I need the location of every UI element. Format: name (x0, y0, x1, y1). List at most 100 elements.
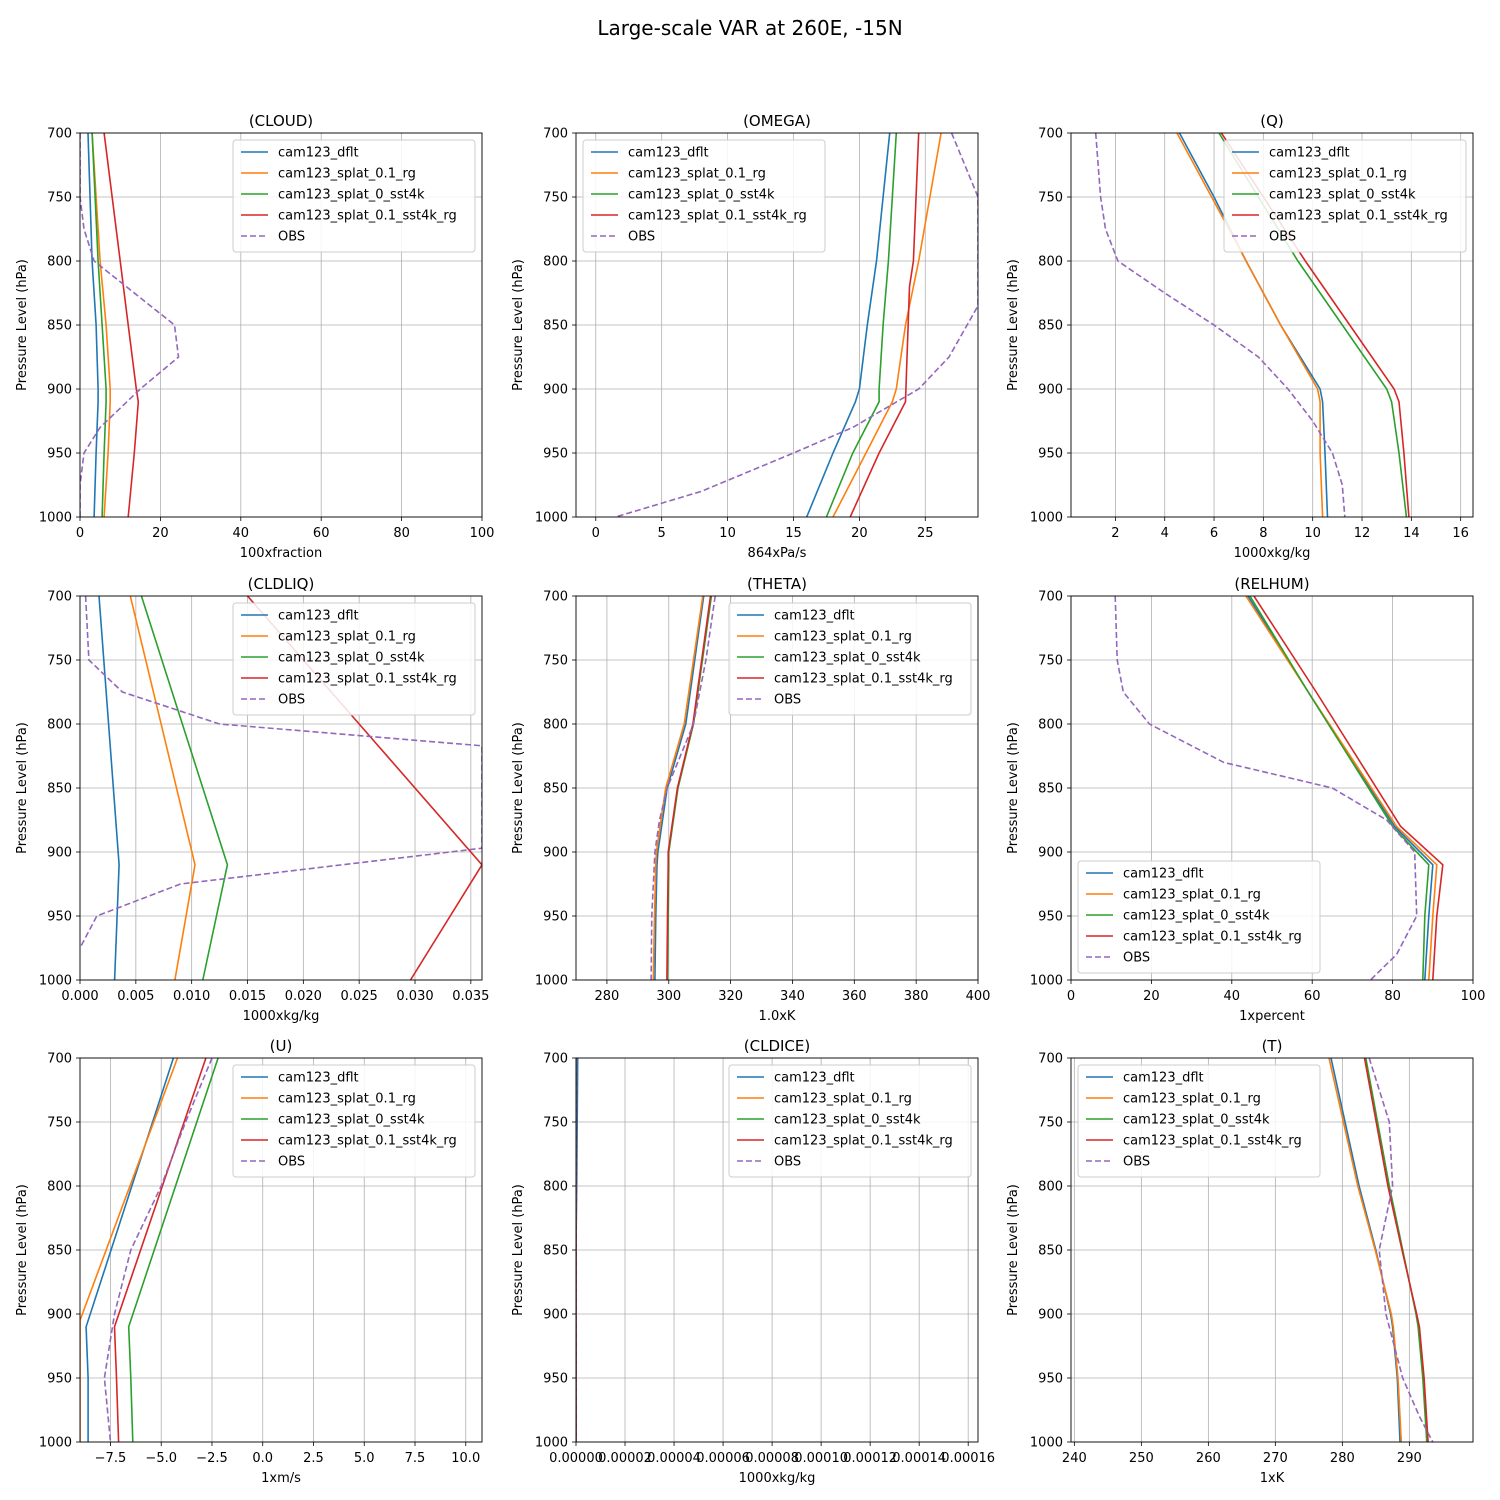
y-tick-label: 1000 (39, 974, 72, 989)
series-line-cam123-splat-0-sst4k (127, 1058, 219, 1442)
y-tick-label: 1000 (39, 1436, 72, 1451)
x-tick-label: 5 (658, 526, 666, 541)
y-tick-label: 850 (543, 782, 568, 797)
series-line-obs (80, 133, 180, 517)
y-tick-label: 900 (1038, 846, 1063, 861)
x-tick-label: 0.00016 (941, 1451, 995, 1466)
subplot-cldliq: 0.000 0.005 0.010 0.015 0.020 0.025 0.030 0.035… (15, 575, 489, 1024)
legend-entry: cam123_splat_0_sst4k (278, 1113, 425, 1128)
x-tick-label: 0.005 (117, 989, 154, 1004)
series-line-obs (1368, 1058, 1434, 1442)
x-tick-label: 0.010 (173, 989, 210, 1004)
x-tick-label: 100 (1461, 989, 1486, 1004)
x-axis-label: 1xK (1260, 1471, 1285, 1486)
x-axis-label: 1xpercent (1239, 1009, 1305, 1024)
y-tick-label: 800 (543, 255, 568, 270)
x-tick-label: 0.00004 (647, 1451, 701, 1466)
legend-box (582, 139, 826, 253)
legend-box (232, 1064, 476, 1178)
legend-entry: cam123_splat_0.1_sst4k_rg (1123, 930, 1302, 945)
series-line-cam123-splat-0-1-rg (129, 596, 196, 980)
series-line-cam123-splat-0-sst4k (140, 596, 229, 980)
x-axis-label: 1000xkg/kg (243, 1009, 320, 1024)
y-tick-label: 800 (47, 255, 72, 270)
series-line-cam123-splat-0-1-sst4k-rg (1363, 1058, 1429, 1442)
x-tick-label: 0.00008 (745, 1451, 799, 1466)
y-tick-label: 700 (543, 590, 568, 605)
legend-entry: OBS (278, 693, 305, 708)
y-tick-label: 800 (47, 718, 72, 733)
series-line-cam123-dflt (98, 596, 120, 980)
legend-entry: OBS (278, 1155, 305, 1170)
x-tick-label: 320 (718, 989, 743, 1004)
legend-entry: cam123_splat_0.1_sst4k_rg (774, 672, 953, 687)
y-axis-label: Pressure Level (hPa) (15, 1184, 30, 1316)
series-line-cam123-dflt (85, 1058, 175, 1442)
x-tick-label: 280 (595, 989, 620, 1004)
x-axis-label: 1000xkg/kg (739, 1471, 816, 1486)
subplot-title: (CLDLIQ) (248, 575, 315, 593)
x-tick-label: −2.5 (196, 1451, 228, 1466)
x-tick-label: 80 (1384, 989, 1401, 1004)
legend-entry: cam123_dflt (278, 609, 359, 624)
y-axis-label: Pressure Level (hPa) (1006, 259, 1021, 391)
legend-entry: OBS (1269, 230, 1296, 245)
legend-box (232, 139, 476, 253)
x-tick-label: 20 (851, 526, 868, 541)
x-tick-label: 0.035 (452, 989, 489, 1004)
legend-entry: cam123_splat_0.1_sst4k_rg (1269, 209, 1448, 224)
y-tick-label: 800 (1038, 1180, 1063, 1195)
series-line-cam123-splat-0-1-rg (1176, 133, 1324, 517)
y-tick-label: 750 (1038, 191, 1063, 206)
legend-entry: OBS (1123, 951, 1150, 966)
y-tick-label: 700 (1038, 1052, 1063, 1067)
y-tick-label: 850 (47, 1244, 72, 1259)
y-axis-label: Pressure Level (hPa) (511, 722, 526, 854)
series-line-cam123-splat-0-1-rg (91, 133, 111, 517)
legend-entry: cam123_splat_0.1_rg (1123, 888, 1261, 903)
x-tick-label: 60 (1304, 989, 1321, 1004)
legend-entry: cam123_dflt (628, 146, 709, 161)
x-tick-label: 16 (1452, 526, 1469, 541)
subplot-theta: 280 300 320 340 360 380 400 700 750 800 850 900 950 1… (511, 575, 990, 1024)
legend: cam123_dflt cam123_splat_0.1_rg cam123_spl… (232, 139, 476, 253)
series-line-cam123-dflt (654, 596, 705, 980)
legend-entry: cam123_splat_0.1_rg (1269, 167, 1407, 182)
x-tick-label: 15 (785, 526, 802, 541)
x-tick-label: 12 (1354, 526, 1371, 541)
y-tick-label: 900 (47, 846, 72, 861)
x-tick-label: 25 (917, 526, 934, 541)
x-tick-label: 80 (393, 526, 410, 541)
x-tick-label: 10 (719, 526, 736, 541)
x-tick-label: 380 (904, 989, 929, 1004)
series-line-cam123-dflt (87, 133, 99, 517)
x-axis-label: 864xPa/s (748, 546, 807, 561)
x-tick-label: 100 (470, 526, 495, 541)
legend-entry: cam123_splat_0.1_rg (278, 167, 416, 182)
y-tick-label: 750 (47, 1116, 72, 1131)
y-tick-label: 850 (1038, 1244, 1063, 1259)
x-tick-label: 0.030 (396, 989, 433, 1004)
y-tick-label: 700 (543, 1052, 568, 1067)
x-tick-label: 280 (1330, 1451, 1355, 1466)
x-tick-label: 0 (592, 526, 600, 541)
y-tick-label: 1000 (1030, 511, 1063, 526)
y-tick-label: 1000 (535, 1436, 568, 1451)
x-tick-label: 14 (1403, 526, 1420, 541)
series-line-obs (615, 133, 978, 517)
y-tick-label: 950 (543, 447, 568, 462)
y-tick-label: 950 (47, 1372, 72, 1387)
x-tick-label: 0.00010 (794, 1451, 848, 1466)
y-tick-label: 700 (47, 590, 72, 605)
x-axis-label: 1xm/s (261, 1471, 301, 1486)
series-line-obs (80, 596, 482, 949)
legend-entry: cam123_splat_0.1_rg (1123, 1092, 1261, 1107)
y-axis-label: Pressure Level (hPa) (15, 722, 30, 854)
legend-entry: cam123_splat_0.1_sst4k_rg (278, 209, 457, 224)
x-tick-label: 0.0 (252, 1451, 273, 1466)
x-tick-label: 0 (1067, 989, 1075, 1004)
x-tick-label: 400 (966, 989, 991, 1004)
x-tick-label: 250 (1129, 1451, 1154, 1466)
legend-entry: cam123_dflt (278, 146, 359, 161)
legend-entry: cam123_splat_0_sst4k (774, 651, 921, 666)
